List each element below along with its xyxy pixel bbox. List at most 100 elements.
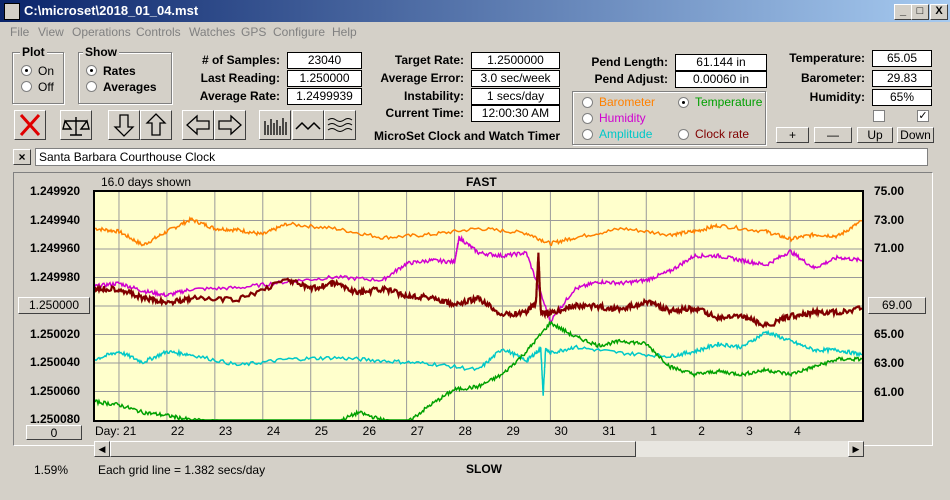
- menu-controls[interactable]: Controls: [136, 25, 181, 39]
- left-tick-label: 1.250080: [30, 412, 81, 426]
- menu-gps[interactable]: GPS: [241, 25, 267, 39]
- right-tick-label: 61.00: [874, 384, 905, 399]
- average-error-field: 3.0 sec/week: [471, 70, 560, 87]
- plot-group: [12, 52, 64, 104]
- arrow-right-icon: [218, 114, 242, 136]
- close-button[interactable]: X: [930, 4, 948, 20]
- humidity-radio[interactable]: [582, 113, 593, 124]
- menu-help[interactable]: Help: [332, 25, 357, 39]
- smooth-view-button[interactable]: [324, 110, 356, 140]
- pend-adjust-label: Pend Adjust:: [594, 72, 668, 86]
- day-tick-label: 21: [122, 424, 137, 438]
- maximize-button[interactable]: □: [911, 4, 929, 20]
- humidity-env-field: 65%: [872, 89, 932, 106]
- target-rate-label: Target Rate:: [394, 53, 464, 67]
- day-tick-label: 25: [314, 424, 329, 438]
- scroll-down-button[interactable]: [108, 110, 140, 140]
- plot-off-label: Off: [38, 80, 54, 94]
- target-rate-field[interactable]: 1.2500000: [471, 52, 560, 69]
- down-button[interactable]: Down: [897, 127, 934, 143]
- humidity-label: Humidity: [599, 111, 646, 125]
- menu-operations[interactable]: Operations: [72, 25, 131, 39]
- average-rate-label: Average Rate:: [199, 89, 280, 103]
- series-barometer: [95, 216, 862, 247]
- show-rates-radio[interactable]: [86, 65, 97, 76]
- show-group-title: Show: [83, 45, 119, 59]
- day-tick-label: 31: [602, 424, 616, 438]
- amplitude-label: Amplitude: [599, 127, 653, 141]
- checkbox-1[interactable]: [873, 110, 885, 122]
- chart-svg: [95, 192, 862, 420]
- plot-on-radio[interactable]: [21, 65, 32, 76]
- barometer-env-field: 29.83: [872, 70, 932, 87]
- horizontal-scrollbar[interactable]: ◀ ▶: [94, 441, 864, 457]
- left-tick-label: 1.249940: [30, 212, 81, 227]
- percent-label: 1.59%: [34, 463, 69, 477]
- grid-caption: Each grid line = 1.382 secs/day: [98, 463, 266, 477]
- arrow-down-icon: [113, 114, 135, 137]
- scroll-left-arrow[interactable]: ◀: [94, 441, 110, 457]
- last-reading-field: 1.250000: [287, 70, 362, 87]
- pend-adjust-field[interactable]: 0.00060 in: [675, 71, 767, 88]
- plot-off-radio[interactable]: [21, 81, 32, 92]
- menu-file[interactable]: File: [10, 25, 30, 39]
- scroll-right-button[interactable]: [214, 110, 246, 140]
- menu-view[interactable]: View: [38, 25, 64, 39]
- show-group: [78, 52, 172, 104]
- pend-length-field[interactable]: 61.144 in: [675, 54, 767, 71]
- scrollbar-thumb[interactable]: [110, 441, 636, 457]
- title-bar: C:\microset\2018_01_04.mst _ □ X: [0, 0, 950, 22]
- right-center-button[interactable]: 69.00: [868, 297, 926, 314]
- bar-view-button[interactable]: [259, 110, 291, 140]
- day-tick-label: 29: [506, 424, 520, 438]
- right-tick-label: 75.00: [874, 184, 905, 198]
- barometer-radio[interactable]: [582, 97, 593, 108]
- plus-button[interactable]: +: [776, 127, 809, 143]
- minimize-button[interactable]: _: [894, 4, 912, 20]
- plot-on-label: On: [38, 64, 55, 78]
- left-tick-label: 1.249960: [30, 241, 81, 255]
- clock-rate-label: Clock rate: [695, 127, 750, 141]
- checkbox-2[interactable]: ✓: [917, 110, 929, 122]
- menu-watches[interactable]: Watches: [189, 25, 236, 39]
- x-icon: [19, 113, 41, 137]
- instability-label: Instability:: [403, 89, 464, 103]
- day-tick-label: 26: [362, 424, 377, 438]
- fast-label: FAST: [466, 175, 497, 189]
- up-button[interactable]: Up: [857, 127, 893, 143]
- close-clock-button[interactable]: ×: [13, 149, 31, 165]
- minus-button[interactable]: —: [814, 127, 852, 143]
- scroll-up-button[interactable]: [140, 110, 172, 140]
- clock-rate-radio[interactable]: [678, 129, 689, 140]
- left-tick-label: 1.250060: [30, 383, 81, 398]
- rate-center-button[interactable]: 1.250000: [18, 297, 90, 314]
- average-error-label: Average Error:: [380, 71, 464, 85]
- temperature-env-field: 65.05: [872, 50, 932, 67]
- menu-configure[interactable]: Configure: [273, 25, 326, 39]
- line-view-button[interactable]: [292, 110, 324, 140]
- show-averages-radio[interactable]: [86, 81, 97, 92]
- right-tick-label: 73.00: [874, 212, 905, 227]
- arrow-up-icon: [145, 113, 167, 136]
- scroll-right-arrow[interactable]: ▶: [848, 441, 864, 457]
- zero-button[interactable]: 0: [26, 425, 82, 440]
- clock-name-text: Santa Barbara Courthouse Clock: [39, 150, 216, 164]
- current-time-label: Current Time:: [385, 106, 464, 120]
- temperature-radio[interactable]: [678, 97, 689, 108]
- clock-name-field[interactable]: Santa Barbara Courthouse Clock: [35, 148, 928, 166]
- show-averages-label: Averages: [103, 80, 157, 94]
- barometer-env-label: Barometer:: [800, 71, 865, 85]
- current-time-field: 12:00:30 AM: [471, 105, 560, 122]
- day-tick-label: 1: [650, 424, 657, 438]
- stop-button[interactable]: [14, 110, 46, 140]
- right-tick-label: 65.00: [874, 327, 905, 342]
- series-humidity: [95, 234, 862, 323]
- series-temperature: [95, 320, 862, 420]
- plot-group-title: Plot: [20, 45, 47, 59]
- calibrate-button[interactable]: [60, 110, 92, 140]
- amplitude-radio[interactable]: [582, 129, 593, 140]
- scroll-left-button[interactable]: [182, 110, 214, 140]
- temperature-label: Temperature: [695, 95, 763, 109]
- samples-field: 23040: [287, 52, 362, 69]
- series-amplitude: [95, 329, 862, 396]
